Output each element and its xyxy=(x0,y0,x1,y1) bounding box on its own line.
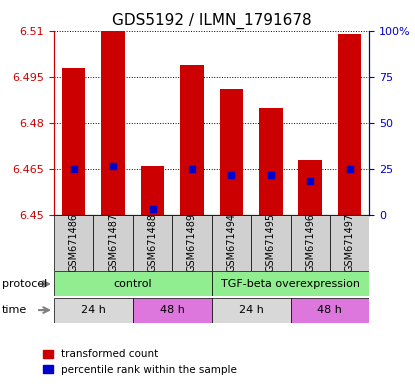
Text: 48 h: 48 h xyxy=(317,305,342,315)
FancyBboxPatch shape xyxy=(251,215,290,271)
Bar xyxy=(338,34,361,215)
Bar xyxy=(298,160,322,215)
Title: GDS5192 / ILMN_1791678: GDS5192 / ILMN_1791678 xyxy=(112,13,312,29)
FancyBboxPatch shape xyxy=(133,298,212,323)
Bar xyxy=(101,28,125,215)
FancyBboxPatch shape xyxy=(330,215,369,271)
Bar xyxy=(62,68,85,215)
FancyBboxPatch shape xyxy=(172,215,212,271)
FancyBboxPatch shape xyxy=(54,298,133,323)
Text: 24 h: 24 h xyxy=(239,305,264,315)
FancyBboxPatch shape xyxy=(133,215,172,271)
Bar xyxy=(259,108,283,215)
Text: GSM671486: GSM671486 xyxy=(68,214,79,272)
FancyBboxPatch shape xyxy=(290,215,330,271)
FancyBboxPatch shape xyxy=(93,215,133,271)
Legend: transformed count, percentile rank within the sample: transformed count, percentile rank withi… xyxy=(39,345,242,379)
Text: 24 h: 24 h xyxy=(81,305,106,315)
FancyBboxPatch shape xyxy=(212,271,369,296)
FancyBboxPatch shape xyxy=(212,298,290,323)
Text: protocol: protocol xyxy=(2,279,47,289)
Text: GSM671495: GSM671495 xyxy=(266,214,276,272)
Text: 48 h: 48 h xyxy=(160,305,185,315)
Text: GSM671488: GSM671488 xyxy=(147,214,158,272)
Text: TGF-beta overexpression: TGF-beta overexpression xyxy=(221,279,360,289)
FancyBboxPatch shape xyxy=(212,215,251,271)
Bar xyxy=(220,89,243,215)
Text: GSM671487: GSM671487 xyxy=(108,214,118,272)
Text: GSM671496: GSM671496 xyxy=(305,214,315,272)
FancyBboxPatch shape xyxy=(290,298,369,323)
FancyBboxPatch shape xyxy=(54,271,212,296)
Text: GSM671497: GSM671497 xyxy=(344,214,355,272)
Text: GSM671489: GSM671489 xyxy=(187,214,197,272)
Bar xyxy=(141,166,164,215)
Bar xyxy=(180,65,204,215)
Text: time: time xyxy=(2,305,27,315)
FancyBboxPatch shape xyxy=(54,215,93,271)
Text: GSM671494: GSM671494 xyxy=(226,214,237,272)
Text: control: control xyxy=(113,279,152,289)
